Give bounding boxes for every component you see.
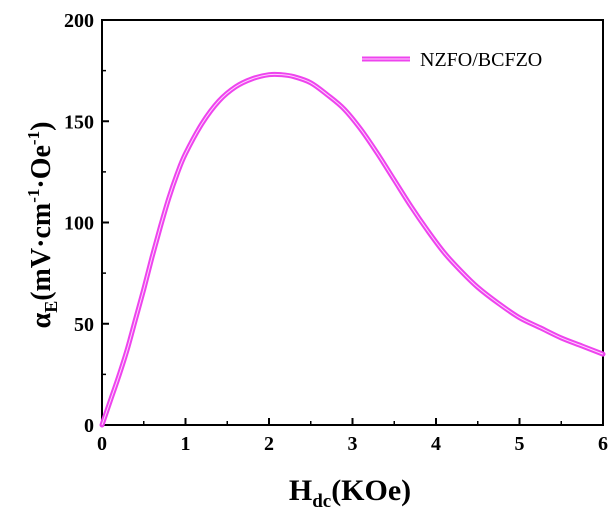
x-tick-label: 3 bbox=[348, 433, 358, 455]
series-line-highlight bbox=[101, 73, 604, 426]
y-axis-ticks: 0 50 100 150 200 bbox=[64, 10, 109, 437]
x-tick-label: 4 bbox=[431, 433, 441, 455]
legend-label: NZFO/BCFZO bbox=[420, 49, 542, 71]
x-tick-label: 2 bbox=[264, 433, 274, 455]
y-tick-label: 50 bbox=[74, 314, 94, 336]
y-axis-label: αE(mV·cm-1·Oe-1) bbox=[24, 122, 61, 329]
x-axis-ticks: 0 1 2 3 4 5 6 bbox=[97, 418, 608, 455]
x-tick-label: 1 bbox=[181, 433, 191, 455]
x-axis-label: Hdc(KOe) bbox=[289, 474, 411, 508]
x-tick-label: 5 bbox=[515, 433, 525, 455]
legend: NZFO/BCFZO bbox=[362, 49, 542, 71]
x-tick-label: 6 bbox=[598, 433, 608, 455]
series-layer bbox=[99, 71, 606, 428]
y-tick-label: 100 bbox=[64, 213, 94, 235]
x-tick-label: 0 bbox=[97, 433, 107, 455]
series-line bbox=[99, 71, 606, 428]
plot-frame bbox=[101, 19, 604, 426]
y-tick-label: 0 bbox=[84, 415, 94, 437]
y-tick-label: 200 bbox=[64, 10, 94, 32]
y-tick-label: 150 bbox=[64, 111, 94, 133]
